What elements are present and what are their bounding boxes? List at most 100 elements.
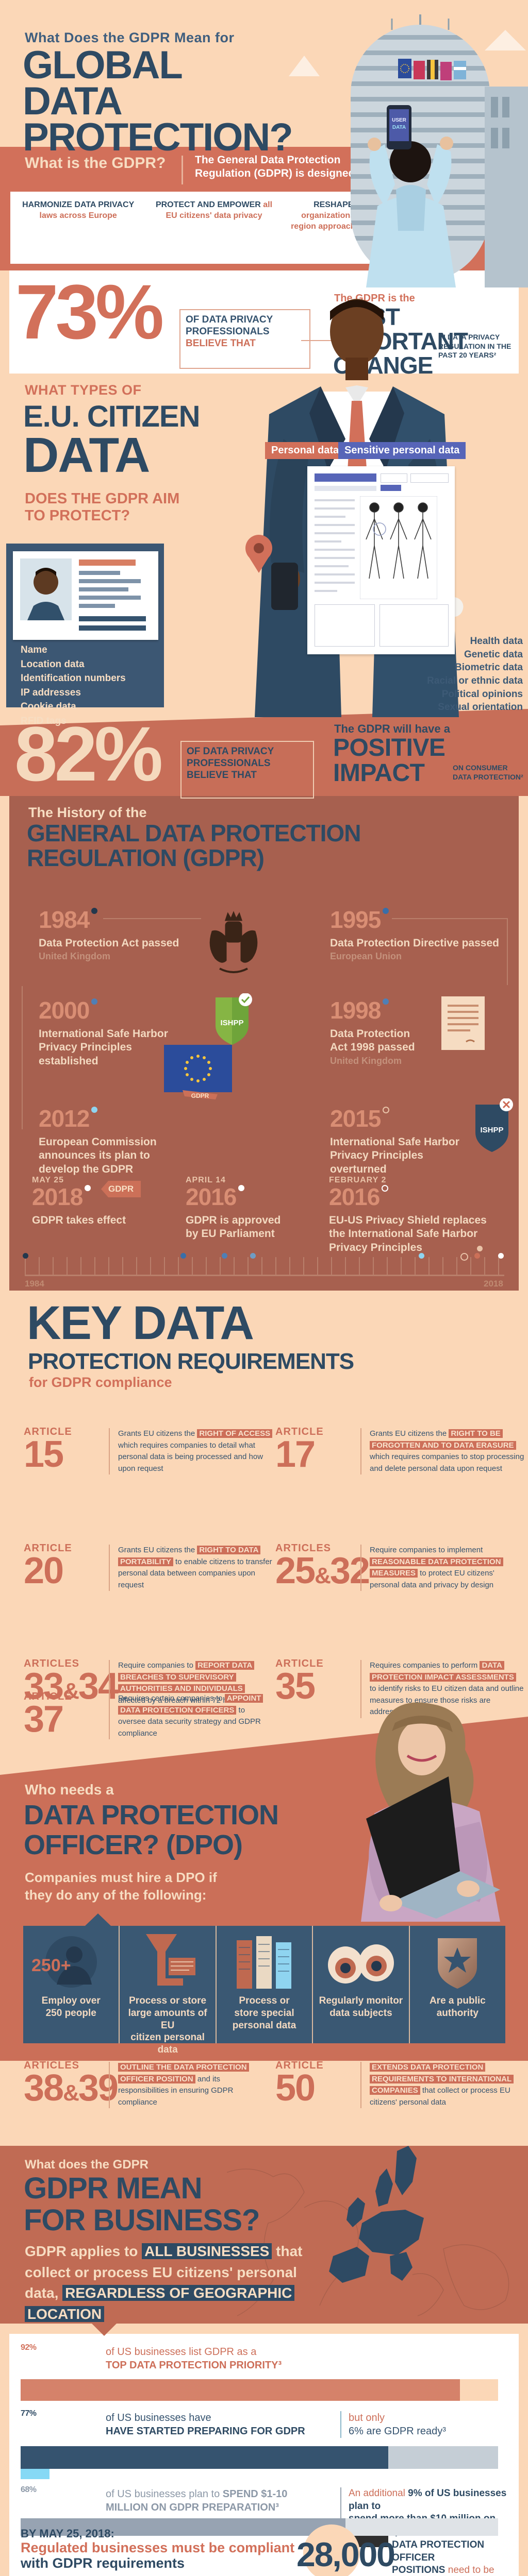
connector-line <box>301 340 331 341</box>
gdpr-badge-icon: GDPR <box>101 1181 141 1197</box>
timeline-dot <box>383 908 389 914</box>
hand-icon <box>457 1880 480 1897</box>
uk-coat-of-arms-icon <box>209 911 258 973</box>
stat82-qualifier: OF DATA PRIVACY PROFESSIONALS BELIEVE TH… <box>180 741 314 799</box>
gdpr-ready-bar <box>21 2469 498 2479</box>
eu-flag-icon: GDPR <box>164 1045 232 1102</box>
section-pointer <box>91 2323 118 2336</box>
timeline-event-1984: 1984 Data Protection Act passed United K… <box>39 906 179 962</box>
count-250: 250+ <box>31 1956 71 1975</box>
field-line <box>79 604 115 608</box>
sensitive-data-item: Political opinions <box>441 688 523 700</box>
gdpr-goal: HARMONIZE DATA PRIVACY laws across Europ… <box>22 200 135 220</box>
body-diagram-icon <box>360 496 437 599</box>
location-pin-icon <box>245 535 272 573</box>
svg-text:GDPR: GDPR <box>191 1092 209 1099</box>
form-field <box>315 604 375 647</box>
personal-data-item: RFID tags <box>21 715 67 726</box>
sensitive-data-item: Health data <box>470 636 523 647</box>
hero-kicker: What Does the GDPR Mean for <box>25 30 235 45</box>
signature-icon <box>466 1039 475 1043</box>
personal-data-item: Name <box>21 645 47 655</box>
article-requirement: ARTICLES 25&32 Require companies to impl… <box>275 1543 518 1591</box>
hand-icon <box>368 138 381 151</box>
eu-parliament-illustration: USER DATA <box>289 14 528 287</box>
timeline-event-2016-april: APRIL 14 2016 GDPR is approved by EU Par… <box>186 1176 281 1240</box>
flags-row-icon <box>398 59 466 80</box>
axis-start-label: 1984 <box>25 1279 44 1289</box>
stat82-emphasis: POSITIVE IMPACT <box>333 734 446 787</box>
bar-fill <box>21 2446 389 2469</box>
timeline-dot <box>85 1185 91 1191</box>
article-requirement: ARTICLES 38&39 OUTLINE THE DATA PROTECTI… <box>24 2060 266 2108</box>
dpo-criterion-employees: 250+ Employ over 250 people <box>23 1926 119 2043</box>
timeline-dot <box>91 1107 98 1113</box>
timeline-connector <box>103 918 201 919</box>
field-line <box>79 596 141 600</box>
dpo-woman-illustration <box>361 1702 500 1922</box>
field-line <box>79 587 128 591</box>
ishpp-established-shield-icon: ISHPP <box>210 993 254 1049</box>
timeline-dot <box>477 1246 483 1251</box>
personal-data-item: Identification numbers <box>21 673 126 684</box>
hand-icon <box>440 137 453 150</box>
avatar <box>20 558 72 620</box>
timeline-event-1995: 1995 Data Protection Directive passed Eu… <box>330 906 499 962</box>
dpo-subtitle: Companies must hire a DPO if they do any… <box>25 1870 217 1903</box>
timeline-dot <box>460 1253 468 1261</box>
stat73-tail: IN DATA PRIVACY REGULATION IN THE PAST 2… <box>438 333 512 359</box>
timeline-axis-line <box>25 1275 504 1276</box>
timeline-dot <box>498 1253 504 1259</box>
personal-data-label: Personal data <box>265 442 345 459</box>
personal-data-item: Cookie data <box>21 701 76 713</box>
stat77-text: of US businesses have HAVE STARTED PREPA… <box>106 2412 305 2437</box>
bar-fill <box>21 2379 460 2401</box>
stat77-side-note: but only 6% are GDPR ready³ <box>340 2411 446 2438</box>
hair-icon <box>330 300 384 320</box>
check-icon <box>239 993 252 1006</box>
field-line <box>79 579 141 583</box>
article-requirement: ARTICLES 33&34 Require companies to REPO… <box>24 1658 266 1706</box>
dpo-criterion-special-data: Process or store special personal data <box>215 1926 312 2043</box>
timeline-dot <box>238 1185 245 1191</box>
timeline-dot <box>23 1253 28 1259</box>
sensitive-data-item: Racial or ethnic data <box>427 675 523 686</box>
gdpr-tag-icon <box>183 1090 218 1099</box>
personal-data-item: IP addresses <box>21 687 81 698</box>
timeline-connector <box>392 918 508 919</box>
sensitive-data-item: Sexual orientation <box>438 702 523 713</box>
what-is-intro: The General Data Protection Regulation (… <box>195 154 372 180</box>
form-header-bar <box>381 485 401 491</box>
id-card <box>13 551 158 640</box>
phone-icon: USER DATA <box>387 105 411 149</box>
history-title: GENERAL DATA PROTECTION REGULATION (GDPR… <box>27 820 361 871</box>
timeline-connector <box>22 986 23 1063</box>
timeline-event-1998: 1998 Data Protection Act 1998 passed Uni… <box>330 997 415 1066</box>
eu-data-subtitle: DOES THE GDPR AIM TO PROTECT? <box>25 490 180 524</box>
mountain-icon <box>485 30 526 50</box>
arm-icon <box>270 439 308 573</box>
deadline-kicker: BY MAY 25, 2018: <box>21 2527 114 2540</box>
stat68-bar <box>21 2518 498 2536</box>
gdpr-goal: PROTECT AND EMPOWER all EU citizens' dat… <box>155 200 273 220</box>
field-line <box>79 560 136 566</box>
article-requirement: ARTICLE 15& Grants EU citizens the RIGHT… <box>24 1426 273 1475</box>
phone-icon <box>271 563 298 610</box>
hand-icon <box>380 1895 402 1911</box>
deadline-line3: with GDPR requirements <box>21 2555 185 2571</box>
timeline-event-2000: 2000 International Safe Harbor Privacy P… <box>39 997 168 1067</box>
timeline-axis <box>25 1257 504 1275</box>
title-line: PROTECTION? <box>23 115 293 159</box>
dpo-kicker: Who needs a <box>25 1782 114 1798</box>
business-title2: FOR BUSINESS? <box>24 2204 260 2237</box>
authority-shield-icon <box>438 1938 477 1989</box>
article-requirement: ARTICLE 20& Grants EU citizens the RIGHT… <box>24 1543 272 1591</box>
mountain-icon <box>289 56 320 76</box>
dpo-criterion-monitoring: Regularly monitor data subjects <box>312 1926 408 2043</box>
sensitive-data-item: Biometric data <box>455 662 523 673</box>
laptop-icon <box>366 1776 460 1902</box>
timeline-dot <box>383 1107 390 1113</box>
employees-icon <box>45 1936 97 1988</box>
title-line: GLOBAL <box>23 43 183 87</box>
